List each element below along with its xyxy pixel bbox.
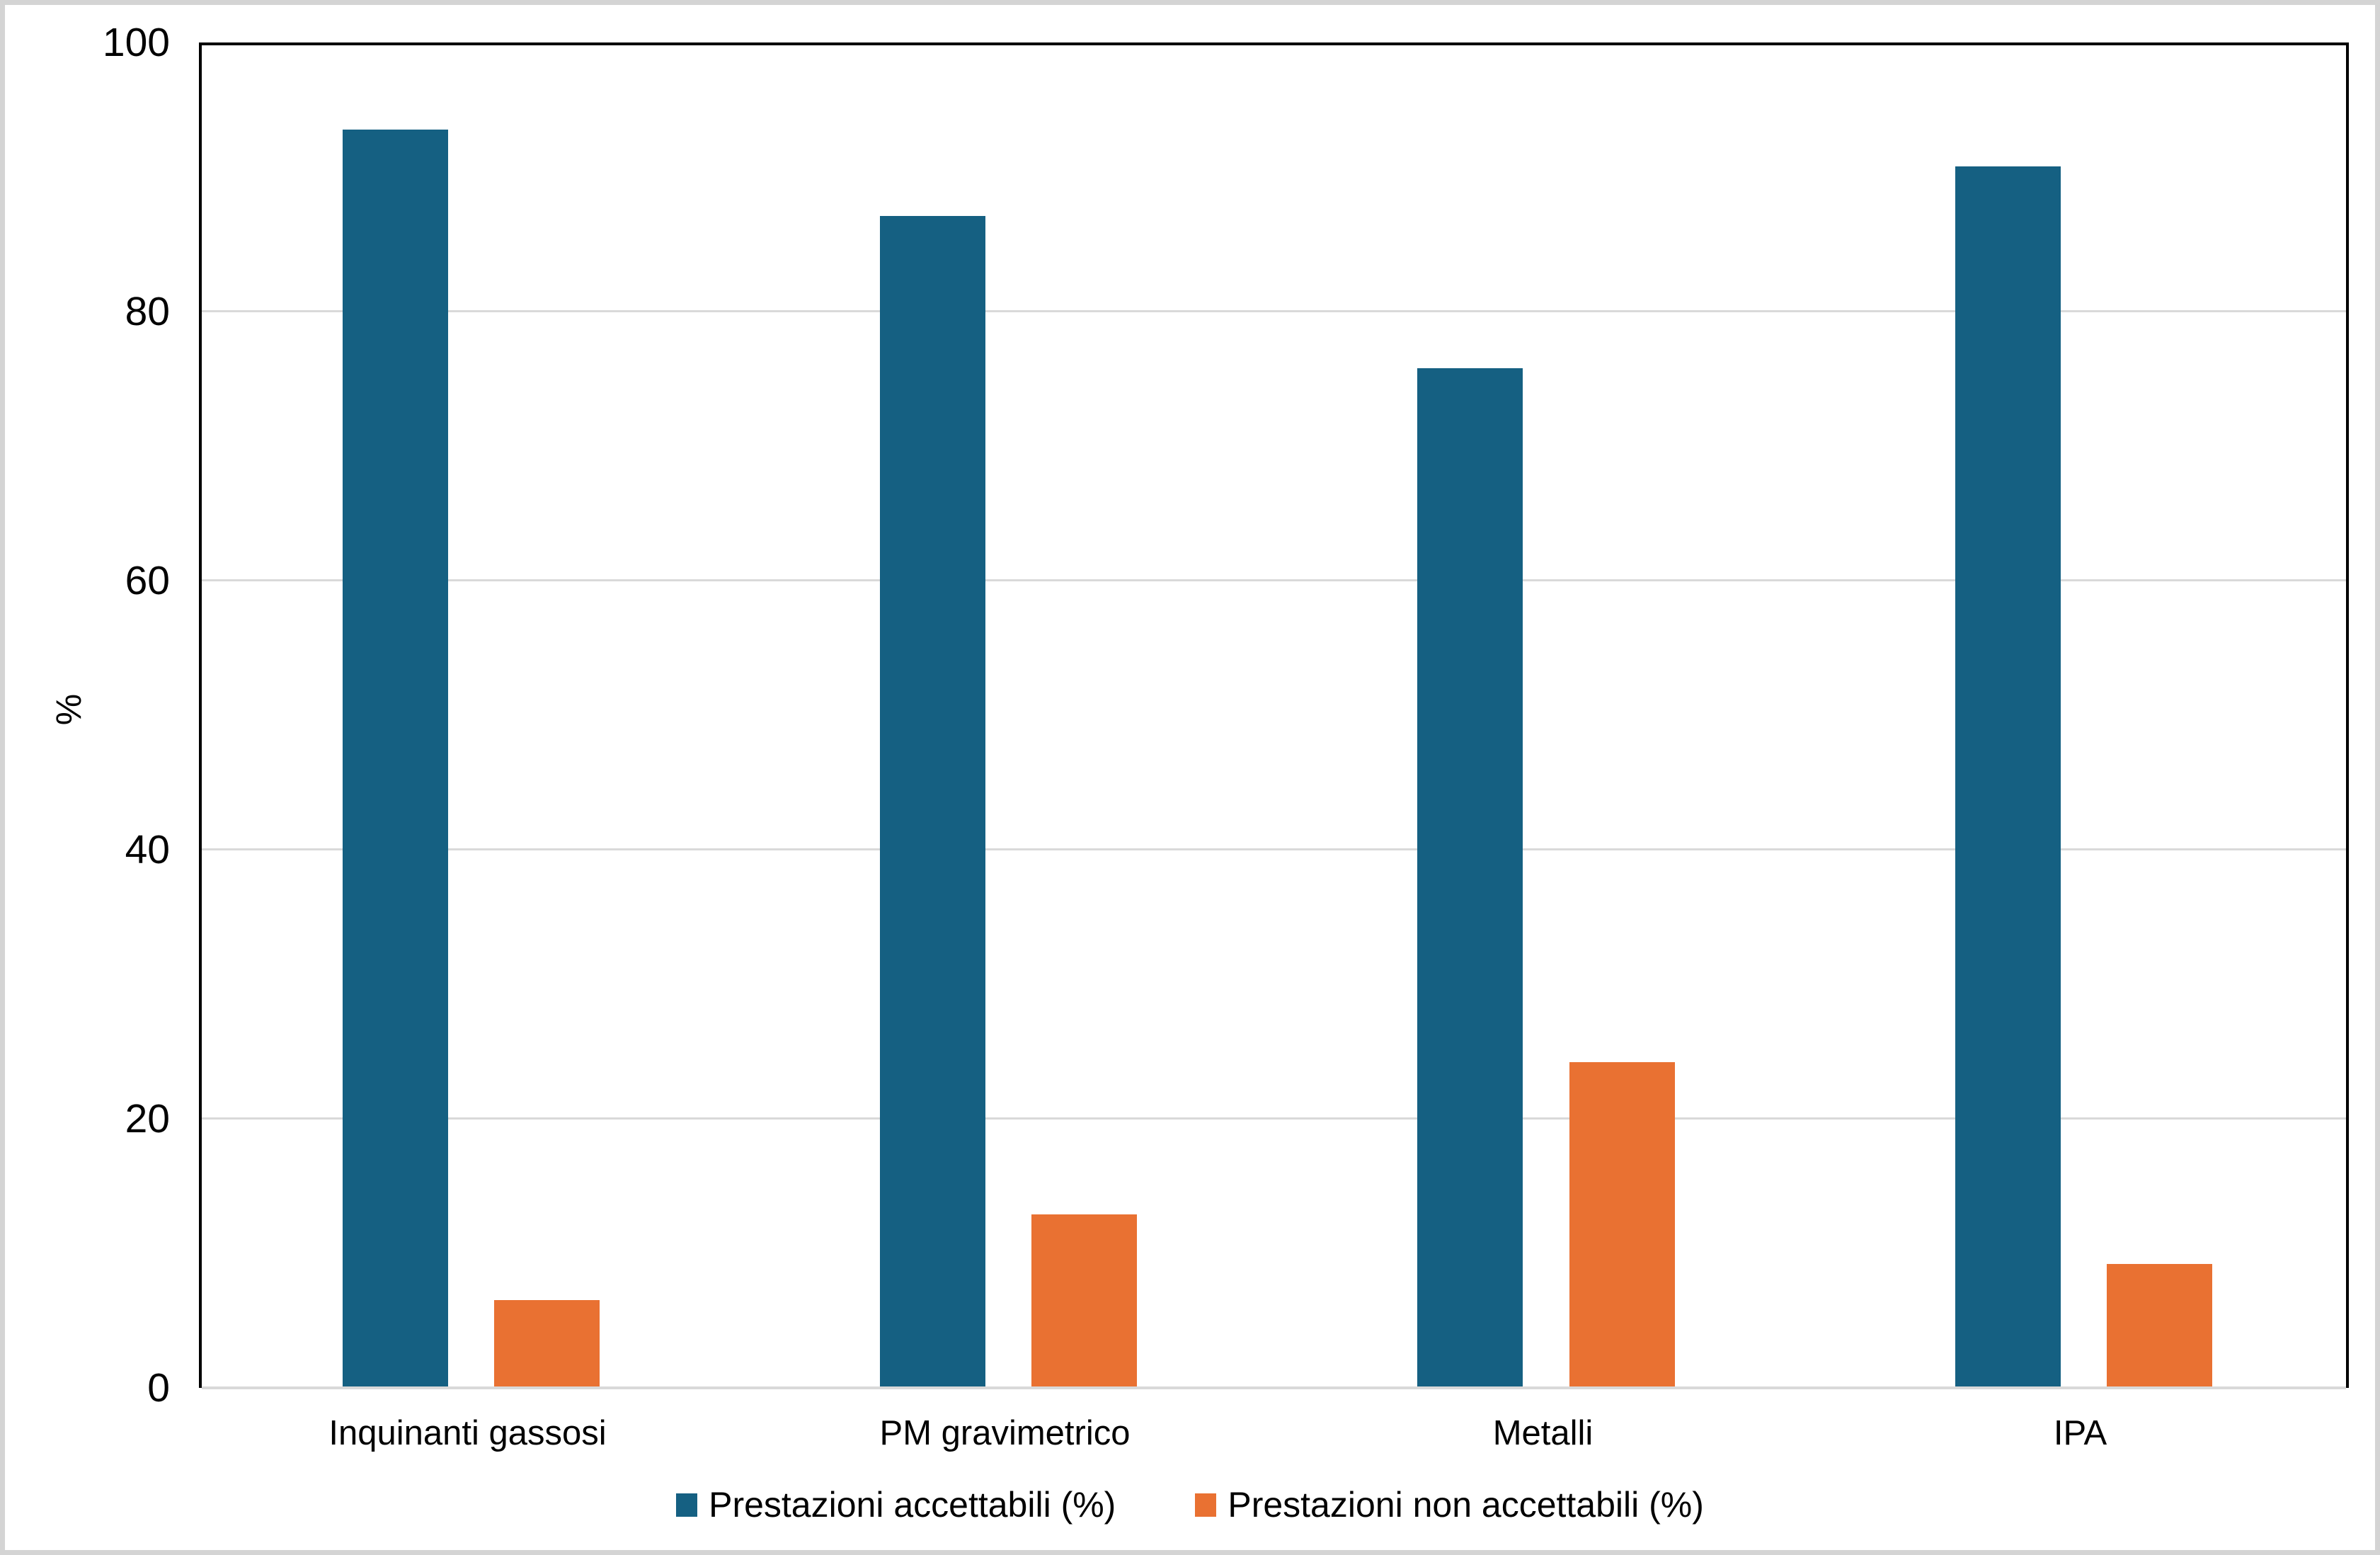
legend-label: Prestazioni non accettabili (%) [1228,1485,1704,1525]
y-tick-label: 40 [125,827,170,872]
bar-series1-ipa [1955,166,2061,1388]
bar-series2-pm-gravimetrico [1031,1214,1137,1388]
x-category-label: PM gravimetrico [879,1414,1131,1452]
y-tick-label: 80 [125,289,170,334]
bar-series1-pm-gravimetrico [880,216,985,1388]
bar-series2-metalli [1569,1062,1675,1388]
gridline [202,579,2346,581]
gridline [202,310,2346,312]
gridline [202,848,2346,850]
x-category-label: Metalli [1492,1414,1594,1452]
x-category-label: Inquinanti gassosi [328,1414,607,1452]
legend-swatch-icon [1195,1493,1217,1517]
y-tick-label: 0 [147,1365,170,1411]
legend: Prestazioni accettabili (%) Prestazioni n… [5,1483,2375,1526]
y-tick-label: 100 [102,20,170,65]
x-category-label: IPA [2053,1414,2107,1452]
legend-label: Prestazioni accettabili (%) [709,1485,1116,1525]
bar-series1-metalli [1417,368,1523,1388]
bar-series1-inquinanti-gassosi [343,130,448,1388]
y-tick-label: 20 [125,1096,170,1141]
y-axis-title: % [49,693,88,726]
bar-series2-ipa [2107,1264,2212,1388]
legend-item: Prestazioni non accettabili (%) [1195,1483,1704,1526]
gridline [202,1117,2346,1120]
plot-area [199,42,2349,1389]
bar-series2-inquinanti-gassosi [494,1300,600,1388]
legend-swatch-icon [676,1493,698,1517]
legend-item: Prestazioni accettabili (%) [676,1483,1116,1526]
y-tick-label: 60 [125,558,170,603]
x-axis-line [202,1386,2346,1389]
